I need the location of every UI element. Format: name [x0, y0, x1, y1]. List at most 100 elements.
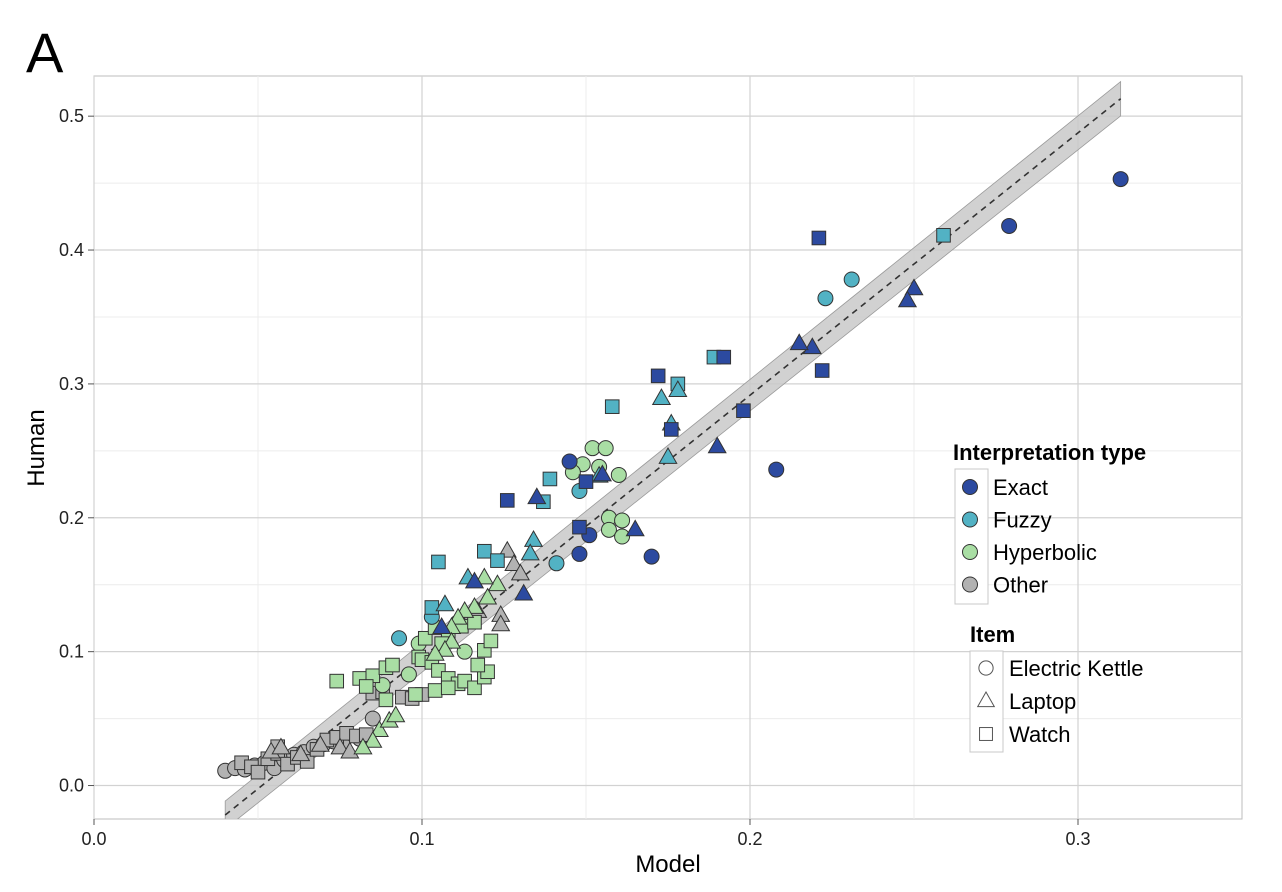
point-other-triangle — [497, 540, 517, 558]
point-exact-square — [716, 349, 732, 365]
point-fuzzy-triangle — [668, 380, 688, 397]
legend-label-exact: Exact — [993, 475, 1048, 500]
legend-key-exact — [962, 479, 978, 495]
point-fuzzy-triangle — [658, 447, 678, 464]
point-fuzzy-circle — [548, 555, 565, 572]
point-fuzzy-triangle — [651, 388, 672, 406]
series-hyperbolic — [329, 440, 631, 755]
point-fuzzy-square — [936, 228, 951, 243]
point-hyperbolic-square — [483, 633, 499, 649]
point-exact-circle — [1001, 217, 1018, 234]
x-tick-label: 0.2 — [737, 829, 762, 849]
y-tick-label: 0.5 — [59, 106, 84, 126]
point-exact-square — [499, 493, 515, 508]
x-tick-label: 0.1 — [409, 829, 434, 849]
point-fuzzy-triangle — [520, 543, 540, 561]
point-hyperbolic-triangle — [487, 574, 508, 592]
y-tick-label: 0.3 — [59, 374, 84, 394]
axis-ticks: 0.0 0.1 0.2 0.3 0.0 0.1 0.2 0.3 0.4 0.5 — [59, 106, 1091, 849]
y-tick-label: 0.2 — [59, 508, 84, 528]
point-exact-circle — [768, 461, 785, 478]
point-hyperbolic-square — [378, 692, 394, 708]
point-fuzzy-square — [477, 543, 492, 559]
point-hyperbolic-triangle — [369, 720, 389, 738]
point-hyperbolic-triangle — [386, 705, 406, 723]
point-exact-square — [736, 403, 751, 418]
x-tick-label: 0.0 — [81, 829, 106, 849]
point-fuzzy-square — [490, 553, 505, 568]
point-other-square — [250, 764, 266, 780]
legend-key-fuzzy — [962, 511, 978, 528]
point-exact-square — [572, 519, 587, 535]
point-hyperbolic-circle — [614, 512, 631, 529]
point-other-triangle — [330, 737, 350, 755]
point-hyperbolic-square — [408, 687, 423, 702]
legend-label-hyperbolic: Hyperbolic — [993, 540, 1097, 565]
legend-label-fuzzy: Fuzzy — [993, 508, 1052, 533]
legend-title-item: Item — [970, 622, 1015, 647]
legend-label-laptop: Laptop — [1009, 689, 1076, 714]
series-exact — [432, 171, 1129, 634]
point-exact-triangle — [464, 571, 485, 589]
point-exact-triangle — [904, 278, 924, 296]
legend-label-electric-kettle: Electric Kettle — [1009, 656, 1144, 681]
point-hyperbolic-circle — [597, 440, 614, 457]
point-fuzzy-square — [424, 600, 440, 615]
point-fuzzy-square — [542, 471, 558, 487]
x-tick-label: 0.3 — [1065, 829, 1090, 849]
point-fuzzy-square — [604, 399, 620, 414]
point-exact-triangle — [432, 617, 452, 634]
panel-label: A — [26, 21, 64, 84]
point-exact-triangle — [789, 333, 809, 351]
point-fuzzy-triangle — [523, 530, 544, 547]
point-hyperbolic-triangle — [448, 607, 468, 625]
point-hyperbolic-triangle — [435, 639, 455, 657]
legend-label-other: Other — [993, 573, 1048, 598]
point-exact-circle — [643, 548, 660, 565]
point-other-triangle — [291, 744, 311, 762]
point-fuzzy-square — [431, 554, 446, 570]
point-hyperbolic-circle — [400, 666, 417, 683]
point-hyperbolic-triangle — [464, 596, 485, 614]
point-exact-circle — [1112, 171, 1129, 188]
point-exact-triangle — [592, 464, 612, 482]
point-other-triangle — [510, 563, 530, 581]
point-exact-triangle — [707, 436, 727, 454]
point-fuzzy-triangle — [435, 594, 455, 612]
point-hyperbolic-square — [467, 614, 482, 630]
point-exact-triangle — [527, 487, 547, 505]
point-hyperbolic-triangle — [353, 737, 373, 755]
point-hyperbolic-triangle — [478, 587, 498, 605]
point-hyperbolic-triangle — [425, 643, 445, 661]
point-hyperbolic-triangle — [363, 730, 383, 748]
legend-label-watch: Watch — [1009, 722, 1071, 747]
point-exact-square — [663, 422, 679, 437]
point-hyperbolic-triangle — [474, 567, 494, 585]
point-exact-triangle — [897, 290, 918, 308]
point-fuzzy-circle — [843, 271, 860, 288]
point-other-triangle — [491, 614, 511, 632]
legend-key-square — [979, 727, 993, 741]
y-tick-label: 0.0 — [59, 776, 84, 796]
point-exact-circle — [561, 453, 578, 470]
y-tick-label: 0.1 — [59, 642, 84, 662]
point-hyperbolic-circle — [600, 521, 617, 538]
point-hyperbolic-square — [467, 680, 482, 696]
point-hyperbolic-square — [470, 657, 486, 673]
point-hyperbolic-circle — [610, 466, 627, 483]
point-exact-circle — [571, 545, 588, 562]
grid-lines — [93, 76, 1242, 819]
point-hyperbolic-square — [358, 679, 374, 694]
y-axis-title: Human — [23, 409, 50, 486]
point-exact-square — [650, 368, 666, 384]
point-fuzzy-circle — [817, 290, 834, 307]
point-hyperbolic-square — [417, 630, 433, 646]
point-other-triangle — [310, 734, 330, 752]
point-hyperbolic-circle — [614, 528, 631, 545]
point-exact-square — [578, 474, 594, 489]
legend: Interpretation type Exact Fuzzy Hyperbolic O… — [953, 440, 1146, 753]
point-fuzzy-circle — [391, 630, 408, 647]
point-other-triangle — [271, 737, 291, 755]
